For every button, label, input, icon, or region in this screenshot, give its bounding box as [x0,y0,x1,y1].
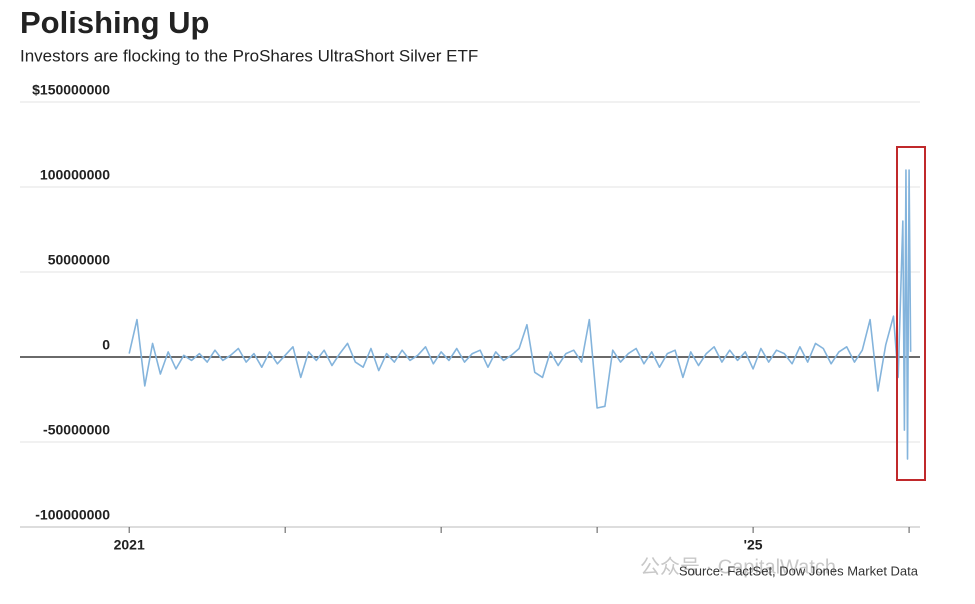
x-tick-label: '25 [744,537,763,553]
highlight-box [896,146,926,481]
y-tick-label: 100000000 [40,167,110,183]
y-tick-label: 0 [102,337,110,353]
y-tick-label: 50000000 [48,252,111,268]
chart-title: Polishing Up [20,5,209,40]
chart-subtitle: Investors are flocking to the ProShares … [20,46,478,65]
y-tick-label: $150000000 [32,82,110,98]
y-tick-label: -100000000 [35,507,110,523]
data-line [128,169,912,460]
watermark: 公众号 · CapitalWatch [640,555,836,578]
source-note: Source: FactSet, Dow Jones Market Data [679,563,919,578]
x-tick-label: 2021 [114,537,145,553]
y-tick-label: -50000000 [43,422,110,438]
